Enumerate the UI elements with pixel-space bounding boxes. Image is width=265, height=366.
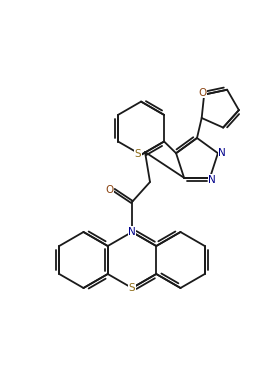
Text: N: N <box>218 148 226 158</box>
Text: N: N <box>128 227 136 237</box>
Text: O: O <box>198 87 206 98</box>
Text: O: O <box>105 185 113 195</box>
Text: S: S <box>129 283 135 293</box>
Text: N: N <box>208 175 216 185</box>
Text: S: S <box>135 149 141 159</box>
